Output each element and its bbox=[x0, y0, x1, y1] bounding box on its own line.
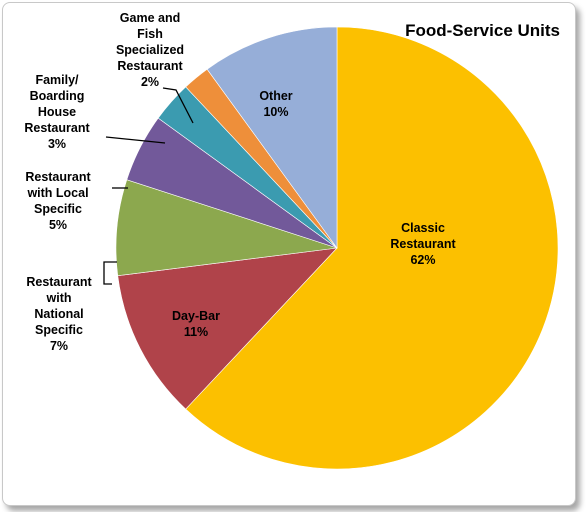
slice-labels: Classic Restaurant 62% Day-Bar 11% Restaurant… bbox=[24, 11, 456, 353]
slice-label-family-boarding-house-restaurant: Family/Boarding House Restaurant 3% bbox=[24, 73, 90, 151]
slice-label-restaurant-with-national-specific: Restaurant with National Specific 7% bbox=[26, 275, 92, 353]
slice-label-game-and-fish-specialized-restaurant: Game and Fish Specialized Restaurant 2% bbox=[116, 11, 184, 89]
leader-line-family-boarding-house-restaurant bbox=[105, 136, 166, 144]
pie-slices bbox=[115, 26, 559, 470]
chart-title: Food-Service Units bbox=[405, 21, 560, 40]
slice-label-day-bar: Day-Bar 11% bbox=[172, 309, 220, 339]
pie-slice-other bbox=[206, 26, 338, 249]
leader-line-restaurant-with-national-specific bbox=[103, 261, 117, 285]
leader-lines bbox=[103, 87, 194, 285]
leader-line-game-and-fish-specialized-restaurant bbox=[162, 87, 194, 124]
pie-slice-classic-restaurant bbox=[185, 26, 559, 470]
slice-label-restaurant-with-local-specific: Restaurant with Local Specific 5% bbox=[25, 170, 91, 232]
slice-label-other: Other 10% bbox=[259, 89, 292, 119]
pie-slice-day-bar bbox=[117, 247, 338, 410]
slice-label-classic-restaurant: Classic Restaurant 62% bbox=[390, 221, 456, 267]
